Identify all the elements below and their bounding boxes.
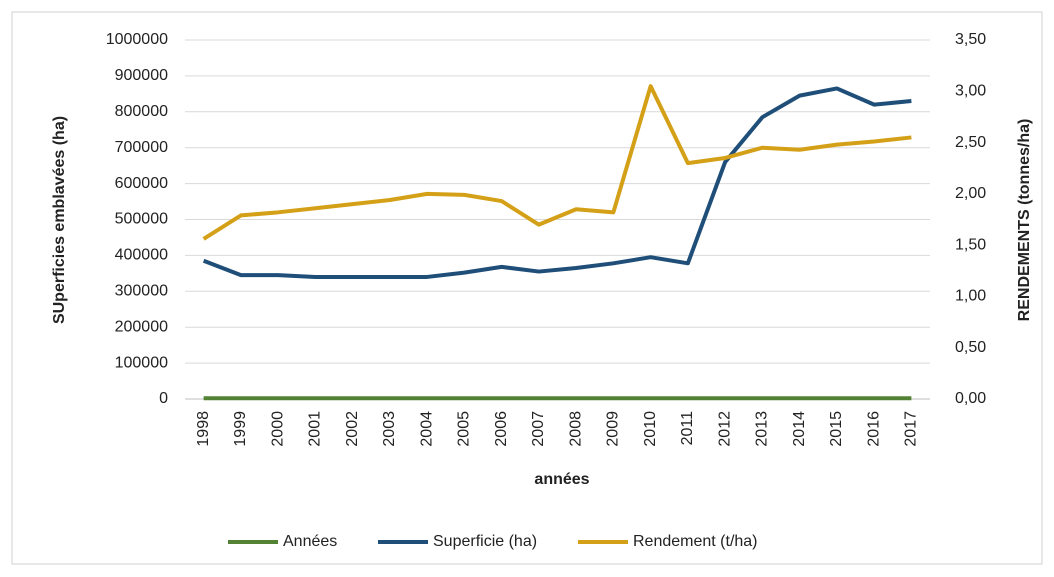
x-tick-label: 2017 <box>903 411 920 447</box>
y2-axis-title: RENDEMENTS (tonnes/ha) <box>1016 119 1033 322</box>
x-tick-label: 2001 <box>307 411 324 447</box>
y-tick-label: 400000 <box>115 247 168 264</box>
x-tick-label: 2014 <box>791 411 808 447</box>
y-tick-label: 0 <box>159 390 168 407</box>
x-tick-label: 2004 <box>418 411 435 447</box>
x-tick-label: 1998 <box>195 411 212 447</box>
x-tick-label: 2007 <box>530 411 547 447</box>
y-tick-label: 500000 <box>115 211 168 228</box>
x-tick-label: 2016 <box>865 411 882 447</box>
x-axis-title: années <box>534 471 589 488</box>
x-tick-label: 2000 <box>269 411 286 447</box>
y2-tick-label: 2,50 <box>955 134 986 151</box>
x-tick-label: 2006 <box>493 411 510 447</box>
y-axis-title: SUperficies emblavées (ha) <box>51 116 68 324</box>
y-tick-label: 300000 <box>115 283 168 300</box>
legend-label: Rendement (t/ha) <box>633 533 758 550</box>
x-tick-label: 2009 <box>605 411 622 447</box>
y-tick-label: 700000 <box>115 139 168 156</box>
y2-tick-label: 2,00 <box>955 185 986 202</box>
y2-tick-label: 0,50 <box>955 339 986 356</box>
y-tick-label: 100000 <box>115 354 168 371</box>
x-tick-label: 1999 <box>232 411 249 447</box>
x-tick-label: 2013 <box>754 411 771 447</box>
y2-tick-label: 1,00 <box>955 288 986 305</box>
y-tick-label: 1000000 <box>106 31 168 48</box>
y-tick-label: 600000 <box>115 175 168 192</box>
y-tick-label: 800000 <box>115 103 168 120</box>
x-tick-label: 2012 <box>716 411 733 447</box>
x-tick-label: 2008 <box>567 411 584 447</box>
y-tick-label: 900000 <box>115 67 168 84</box>
x-tick-label: 2010 <box>642 411 659 447</box>
x-tick-label: 2005 <box>456 411 473 447</box>
legend-label: Années <box>283 533 337 550</box>
y2-tick-label: 3,00 <box>955 83 986 100</box>
x-tick-label: 2011 <box>679 411 696 446</box>
x-tick-label: 2003 <box>381 411 398 447</box>
y2-tick-label: 3,50 <box>955 31 986 48</box>
x-tick-label: 2002 <box>344 411 361 447</box>
y2-tick-label: 1,50 <box>955 236 986 253</box>
x-tick-label: 2015 <box>828 411 845 447</box>
legend-label: Superficie (ha) <box>433 533 537 550</box>
y-tick-label: 200000 <box>115 318 168 335</box>
y2-tick-label: 0,00 <box>955 390 986 407</box>
